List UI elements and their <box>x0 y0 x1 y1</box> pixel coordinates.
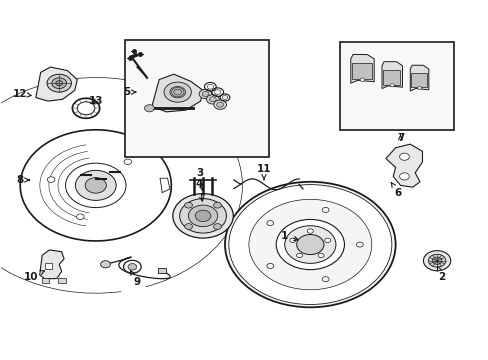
Circle shape <box>206 95 219 104</box>
Text: 3: 3 <box>196 168 203 190</box>
Polygon shape <box>381 62 402 89</box>
Circle shape <box>213 224 221 229</box>
Polygon shape <box>36 67 77 101</box>
Circle shape <box>163 82 191 102</box>
Circle shape <box>284 226 335 264</box>
Circle shape <box>188 205 217 226</box>
Text: 7: 7 <box>396 133 404 143</box>
Bar <box>382 70 400 85</box>
Circle shape <box>427 254 445 267</box>
Circle shape <box>75 170 116 201</box>
Bar <box>158 267 165 273</box>
Circle shape <box>296 234 324 255</box>
Circle shape <box>296 253 302 258</box>
Bar <box>410 73 426 87</box>
Circle shape <box>209 97 216 102</box>
Circle shape <box>202 91 208 96</box>
Polygon shape <box>152 74 203 112</box>
Circle shape <box>318 253 324 258</box>
Circle shape <box>124 159 131 165</box>
Bar <box>125 40 268 157</box>
Circle shape <box>389 84 393 87</box>
Circle shape <box>423 251 450 271</box>
Bar <box>44 263 52 269</box>
Bar <box>42 278 49 283</box>
Text: 2: 2 <box>436 266 445 282</box>
Circle shape <box>195 210 210 222</box>
Bar <box>351 63 371 79</box>
Circle shape <box>216 102 223 107</box>
Text: 6: 6 <box>390 183 401 198</box>
Text: 10: 10 <box>23 271 44 282</box>
Circle shape <box>179 199 226 233</box>
Bar <box>339 42 453 130</box>
Circle shape <box>85 177 106 193</box>
Text: 11: 11 <box>256 164 271 180</box>
Bar <box>58 278 65 283</box>
Text: 5: 5 <box>122 87 136 97</box>
Polygon shape <box>40 250 64 279</box>
Circle shape <box>213 100 226 109</box>
Text: 12: 12 <box>13 89 31 99</box>
Text: 13: 13 <box>88 96 103 106</box>
Circle shape <box>199 89 211 99</box>
Circle shape <box>360 78 364 81</box>
Circle shape <box>399 173 408 180</box>
Circle shape <box>76 214 84 220</box>
Circle shape <box>101 261 110 268</box>
Circle shape <box>47 177 55 183</box>
Circle shape <box>276 220 344 270</box>
Text: 1: 1 <box>280 231 298 240</box>
Circle shape <box>144 105 154 112</box>
Circle shape <box>128 264 137 270</box>
Circle shape <box>184 202 192 208</box>
Circle shape <box>399 153 408 160</box>
Circle shape <box>56 81 62 86</box>
Text: 8: 8 <box>17 175 29 185</box>
Text: 9: 9 <box>130 271 141 287</box>
Circle shape <box>52 78 66 89</box>
Polygon shape <box>350 54 373 83</box>
Circle shape <box>307 229 313 233</box>
Circle shape <box>431 257 441 264</box>
Circle shape <box>248 199 371 290</box>
Circle shape <box>228 185 391 305</box>
Circle shape <box>224 182 395 307</box>
Circle shape <box>169 86 185 98</box>
Circle shape <box>213 202 221 208</box>
Circle shape <box>172 194 233 238</box>
Circle shape <box>417 87 421 89</box>
Circle shape <box>324 238 330 243</box>
Circle shape <box>184 224 192 229</box>
Text: 4: 4 <box>196 179 203 201</box>
Circle shape <box>47 74 71 92</box>
Circle shape <box>289 238 295 243</box>
Polygon shape <box>385 144 422 187</box>
Polygon shape <box>409 65 428 91</box>
